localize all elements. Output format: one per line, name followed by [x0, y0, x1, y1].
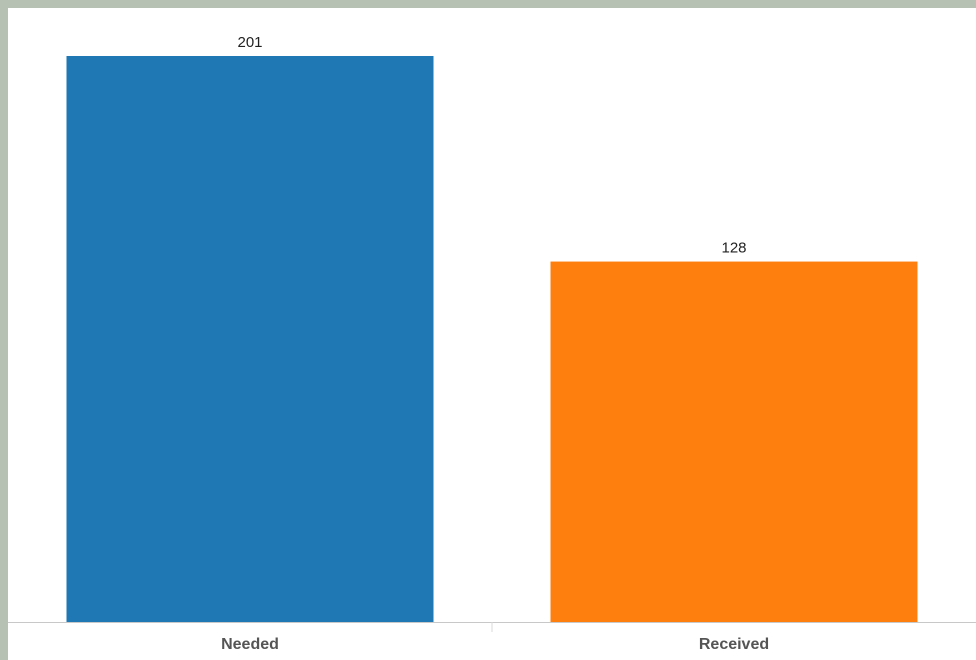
bars-layer [66, 56, 918, 622]
bar-received [550, 261, 918, 622]
value-label-needed: 201 [237, 34, 262, 51]
category-label-received: Received [699, 636, 769, 653]
labels-layer: 201 128 [237, 34, 746, 257]
value-label-received: 128 [721, 240, 746, 257]
ticks-layer: Needed Received [221, 622, 769, 653]
category-label-needed: Needed [221, 636, 279, 653]
bar-needed [66, 56, 434, 622]
bar-chart: 201 128 Needed Received [8, 34, 976, 653]
chart-frame: 201 128 Needed Received [8, 8, 976, 660]
